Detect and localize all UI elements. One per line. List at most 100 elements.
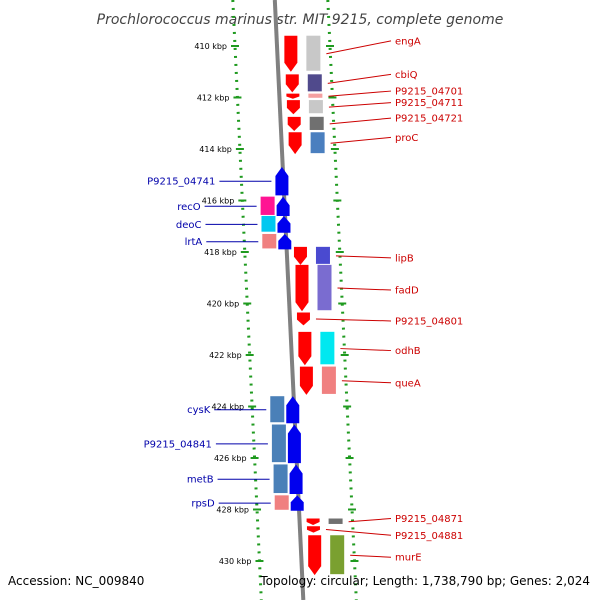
tick: 420 kbp [207,300,347,309]
cog-bar [306,35,321,71]
tick: 422 kbp [209,351,349,360]
gene-label-group: P9215_04721 [329,114,463,125]
gene-arrow[interactable] [298,331,312,366]
gene-label: engA [395,36,421,47]
gene-arrow[interactable] [287,116,301,131]
gene-arrow[interactable] [278,233,292,250]
gene-P9215_04741[interactable] [275,167,289,196]
gene-label: P9215_04701 [395,87,463,98]
tick-label: 416 kbp [202,197,235,206]
gene-label: deoC [176,220,202,231]
gene-arrow[interactable] [285,74,299,93]
cog-bar [315,246,330,264]
gene-label-group: murE [350,553,422,564]
gene-arrow[interactable] [284,35,298,72]
gene-P9215_04701[interactable] [286,93,323,99]
gene-fadD[interactable] [295,264,332,312]
gene-arrow[interactable] [306,526,320,533]
gene-lipB[interactable] [293,246,330,265]
gene-murE[interactable] [308,535,345,576]
gene-arrow[interactable] [288,132,302,155]
tick-label: 420 kbp [207,300,240,309]
gene-label: P9215_04711 [395,98,463,109]
gene-label-group: P9215_04741 [147,177,272,188]
gene-queA[interactable] [299,366,336,395]
gene-label-group: P9215_04801 [315,316,463,327]
gene-arrow[interactable] [306,518,320,525]
gene-label: cysK [187,405,211,416]
gene-lrtA[interactable] [262,233,292,250]
tick-label: 410 kbp [194,42,227,51]
gene-label-group: P9215_04881 [325,528,463,542]
gene-label-group: P9215_04711 [328,98,463,109]
gene-arrow[interactable] [277,215,291,233]
gene-arrow[interactable] [287,424,301,464]
gene-label-group: lrtA [185,237,259,248]
cog-bar [271,424,286,463]
gene-arrow[interactable] [286,100,300,115]
topology-text: Topology: circular; Length: 1,738,790 bp… [259,574,590,588]
gene-P9215_04711[interactable] [286,100,323,115]
gene-deoC[interactable] [261,215,291,233]
label-leader [340,348,392,352]
gene-odhB[interactable] [298,331,335,366]
gene-metB[interactable] [273,464,303,495]
gene-arrow[interactable] [308,535,322,576]
map-title: Prochlorococcus marinus str. MIT 9215, c… [97,12,504,28]
gene-P9215_04841[interactable] [271,424,301,464]
cog-bar [317,264,332,311]
gene-arrow[interactable] [286,396,300,424]
gene-P9215_04721[interactable] [287,116,324,131]
label-leader [315,318,392,322]
gene-P9215_04801[interactable] [296,312,310,326]
accession-text: Accession: NC_009840 [8,574,144,588]
gene-proC[interactable] [288,132,325,155]
gene-arrow[interactable] [299,366,313,395]
gene-P9215_04871[interactable] [306,518,343,525]
tick: 418 kbp [204,248,344,257]
gene-arrow[interactable] [295,264,309,312]
gene-tracks [260,35,345,576]
cog-bar [261,215,276,232]
gene-rpsD[interactable] [274,495,304,511]
tick-label: 418 kbp [204,248,237,257]
gene-label: P9215_04881 [395,531,463,542]
cog-bar [260,196,275,215]
gene-P9215_04881[interactable] [306,526,320,533]
label-leader [329,117,392,125]
gene-arrow[interactable] [286,93,300,99]
gene-label-group: odhB [340,346,421,357]
tick: 414 kbp [199,145,339,154]
tick-label: 422 kbp [209,351,242,360]
gene-label-group: engA [326,36,421,55]
gene-label: metB [187,475,214,486]
gene-label: cbiQ [395,70,418,81]
gene-recO[interactable] [260,196,290,216]
gene-arrow[interactable] [293,246,307,265]
gene-label-group: metB [187,475,270,486]
gene-arrow[interactable] [290,495,304,511]
gene-label: queA [395,378,421,389]
label-leader [330,136,392,144]
gene-engA[interactable] [284,35,321,72]
gene-cysK[interactable] [270,396,300,424]
gene-label-group: P9215_04871 [348,514,463,525]
gene-arrow[interactable] [289,464,303,495]
tick: 410 kbp [194,42,334,51]
tick-label: 424 kbp [212,403,245,412]
gene-label: P9215_04871 [395,514,463,525]
gene-label: rpsD [191,499,215,510]
tick-label: 428 kbp [216,506,249,515]
label-leader [341,380,392,384]
gene-cbiQ[interactable] [285,74,322,93]
tick: 416 kbp [202,197,342,206]
gene-label: lipB [395,253,414,264]
gene-arrow[interactable] [276,196,290,216]
gene-label: lrtA [185,237,203,248]
gene-label: odhB [395,346,421,357]
label-leader [335,255,392,259]
gene-arrow[interactable] [296,312,310,326]
gene-label-group: cbiQ [327,70,418,84]
gene-arrow[interactable] [275,167,289,196]
